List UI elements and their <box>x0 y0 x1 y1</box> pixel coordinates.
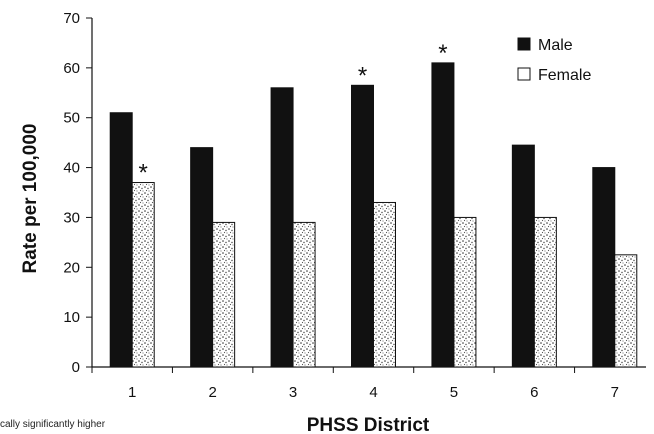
legend-label-male: Male <box>538 37 573 54</box>
y-tick-label: 50 <box>63 110 80 127</box>
legend-label-female: Female <box>538 67 591 84</box>
bar-female-2 <box>212 221 236 368</box>
bar-male-6 <box>511 144 535 368</box>
bar-male-7 <box>592 167 616 368</box>
y-tick-label: 0 <box>72 359 80 376</box>
y-tick-label: 20 <box>63 259 80 276</box>
bar-female-3 <box>292 221 316 368</box>
bar-female-4 <box>373 201 396 368</box>
bar-female-5 <box>453 216 477 368</box>
bar-female-1 <box>131 182 155 368</box>
x-tick-label: 2 <box>208 384 216 401</box>
bar-male-2 <box>190 147 214 368</box>
bar-male-1 <box>109 112 133 368</box>
x-tick-label: 6 <box>530 384 538 401</box>
y-tick-label: 10 <box>63 309 80 326</box>
x-tick-label: 4 <box>369 384 377 401</box>
significance-marker: * <box>438 40 447 67</box>
significance-marker: * <box>358 62 367 89</box>
y-tick-label: 60 <box>63 60 80 77</box>
x-tick-label: 7 <box>611 384 619 401</box>
bar-male-4 <box>351 84 374 368</box>
bar-female-6 <box>533 216 557 368</box>
x-tick-label: 3 <box>289 384 297 401</box>
y-tick-label: 70 <box>63 10 80 27</box>
bar-female-7 <box>614 254 638 368</box>
y-tick-label: 40 <box>63 160 80 177</box>
bar-male-5 <box>431 62 455 368</box>
legend-swatch-male <box>517 37 531 51</box>
x-tick-label: 5 <box>450 384 458 401</box>
footnote: cally significantly higher <box>0 419 106 430</box>
y-tick-label: 30 <box>63 209 80 226</box>
x-tick-label: 1 <box>128 384 136 401</box>
legend-swatch-female <box>517 67 531 81</box>
y-axis-title: Rate per 100,000 <box>20 124 41 274</box>
x-axis-title: PHSS District <box>307 415 430 434</box>
bar-male-3 <box>270 87 294 368</box>
significance-marker: * <box>139 160 148 187</box>
